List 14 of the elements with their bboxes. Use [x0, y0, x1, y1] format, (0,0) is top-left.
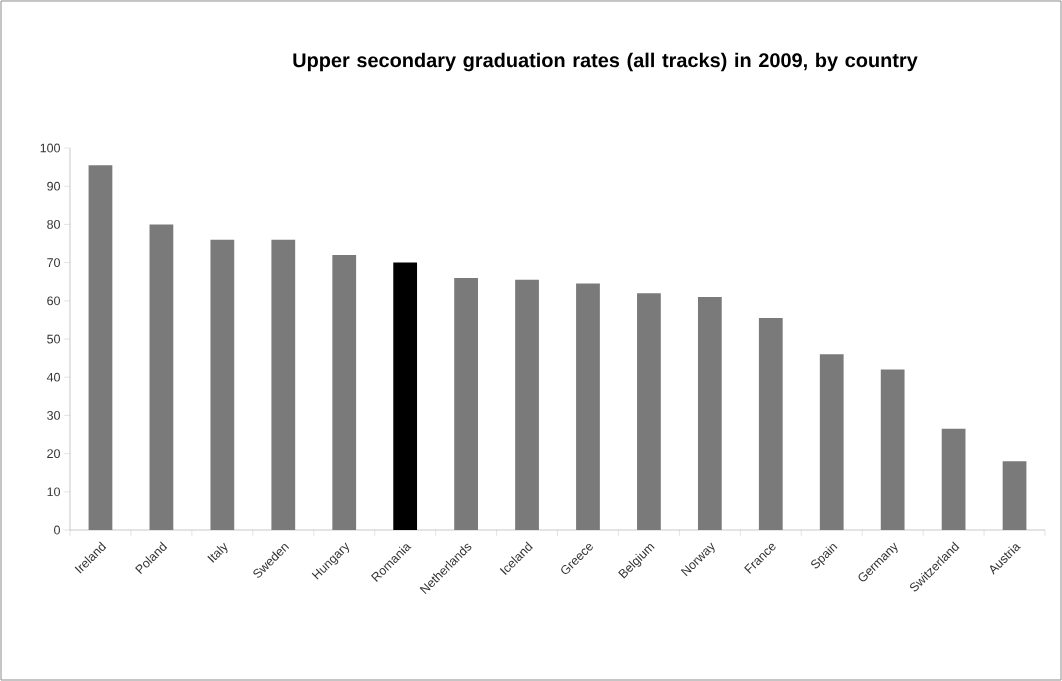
x-tick-label: Italy	[207, 542, 228, 563]
y-tick-label: 30	[47, 411, 60, 420]
y-tick-label: 60	[47, 296, 60, 306]
y-tick-label: 80	[47, 219, 60, 229]
y-tick-label: 20	[47, 449, 60, 459]
chart-title: Upper secondary graduation rates (all tracks) in 2009, by country	[293, 52, 918, 72]
y-tick-label: 40	[46, 372, 60, 382]
y-tick-label: 100	[40, 143, 60, 153]
y-tick-label: 70	[47, 258, 60, 268]
y-tick-label: 0	[54, 525, 60, 535]
y-tick-label: 10	[47, 487, 60, 497]
bar	[393, 262, 418, 530]
y-tick-label: 90	[47, 181, 60, 191]
y-tick-label: 50	[47, 334, 60, 344]
